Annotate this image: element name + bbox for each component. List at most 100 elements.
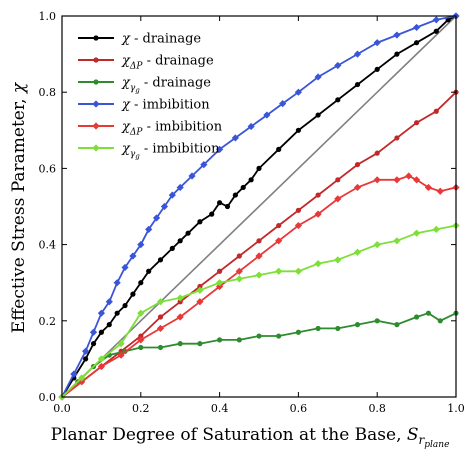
data-point <box>145 225 153 233</box>
data-point <box>90 341 97 347</box>
data-point <box>314 210 322 218</box>
x-axis-label-symbol: S <box>407 425 419 445</box>
data-point <box>200 160 208 169</box>
data-point <box>354 161 361 168</box>
data-point <box>188 172 196 180</box>
data-point <box>276 222 282 229</box>
legend-subsub: g <box>135 153 140 161</box>
data-point <box>152 214 161 222</box>
plot-frame <box>61 15 457 398</box>
y-tick-label: 0.4 <box>39 239 57 252</box>
data-point <box>413 229 421 237</box>
data-point <box>114 310 120 316</box>
data-point <box>433 28 439 34</box>
data-point <box>97 309 105 317</box>
x-tick-label: 0.2 <box>132 402 150 415</box>
legend-label: χ - drainage <box>121 32 201 47</box>
data-point <box>414 40 420 46</box>
data-point <box>235 267 243 275</box>
data-point <box>294 267 302 275</box>
data-point <box>176 313 184 321</box>
data-point <box>236 253 242 259</box>
data-point <box>70 370 78 378</box>
data-point <box>334 256 342 264</box>
data-point <box>256 333 262 339</box>
data-point <box>209 211 215 217</box>
data-point <box>414 120 420 126</box>
data-point <box>156 324 165 333</box>
legend-label: χ - imbibition <box>121 98 210 113</box>
data-point <box>394 322 400 328</box>
data-point <box>315 192 321 198</box>
data-point <box>197 283 203 290</box>
legend-label: χΔP - drainage <box>121 54 214 72</box>
legend-item-0: χ - drainage <box>78 32 201 47</box>
data-point <box>295 329 301 335</box>
y-tick-label: 0.6 <box>39 162 57 175</box>
data-point <box>105 298 113 306</box>
series-layer <box>58 12 460 401</box>
data-point <box>130 291 136 297</box>
data-point <box>157 314 164 320</box>
data-point <box>82 347 90 355</box>
x-axis-label: Planar Degree of Saturation at the Base,… <box>51 425 450 450</box>
data-point <box>137 309 145 317</box>
data-point <box>138 280 144 286</box>
data-point <box>373 39 381 47</box>
data-point <box>196 298 204 306</box>
data-point <box>240 184 246 191</box>
data-point <box>196 286 204 294</box>
data-point <box>121 263 129 272</box>
data-point <box>414 314 420 320</box>
series-line-4 <box>61 175 457 398</box>
data-point <box>160 202 169 211</box>
data-point <box>157 344 164 351</box>
data-point <box>405 172 413 180</box>
legend-suffix: - drainage <box>130 32 202 47</box>
legend-suffix: - imbibition <box>140 142 220 157</box>
legend-swatch-marker <box>92 144 100 152</box>
data-point <box>176 294 184 302</box>
data-point <box>413 176 421 184</box>
legend-symbol: χ <box>121 54 131 69</box>
x-axis-label-text: Planar Degree of Saturation at the Base, <box>51 425 407 445</box>
data-point <box>263 111 271 119</box>
x-tick-label: 0.8 <box>368 402 386 415</box>
data-point <box>354 322 361 328</box>
data-point <box>168 191 176 199</box>
data-point <box>279 100 287 108</box>
tick-labels: 0.0 0.2 0.4 0.6 0.8 1.0 0.0 0.2 0.4 0.6 0.8 1.0 <box>39 10 465 415</box>
legend-item-4: χΔP - imbibition <box>78 120 223 138</box>
data-point <box>255 252 263 260</box>
data-point <box>176 183 184 192</box>
data-point <box>353 183 362 192</box>
data-point <box>314 73 322 81</box>
legend-item-1: χΔP - drainage <box>78 54 214 72</box>
x-tick-label: 0.4 <box>211 402 229 415</box>
reference-line <box>61 15 457 398</box>
data-point <box>97 362 105 371</box>
legend-suffix: - drainage <box>140 76 212 91</box>
data-point <box>247 122 255 131</box>
data-point <box>197 219 203 225</box>
data-point <box>232 192 238 198</box>
data-point <box>217 337 223 343</box>
data-point <box>276 333 282 339</box>
y-tick-label: 0.0 <box>39 391 57 404</box>
series-0 <box>59 13 459 400</box>
data-point <box>122 302 128 309</box>
data-point <box>255 271 263 279</box>
legend-symbol: χ <box>121 32 131 47</box>
data-point <box>197 341 203 347</box>
data-point <box>394 51 400 57</box>
legend: χ - drainage χΔP - drainage χγg - drainage… <box>78 32 223 161</box>
data-point <box>436 187 444 195</box>
legend-label: χγg - drainage <box>121 76 211 95</box>
legend-suffix: - imbibition <box>130 98 210 113</box>
data-point <box>224 203 231 210</box>
data-point <box>433 108 439 114</box>
data-point <box>294 221 302 230</box>
legend-symbol: χ <box>121 142 131 157</box>
data-point <box>138 333 144 339</box>
data-point <box>235 275 243 283</box>
